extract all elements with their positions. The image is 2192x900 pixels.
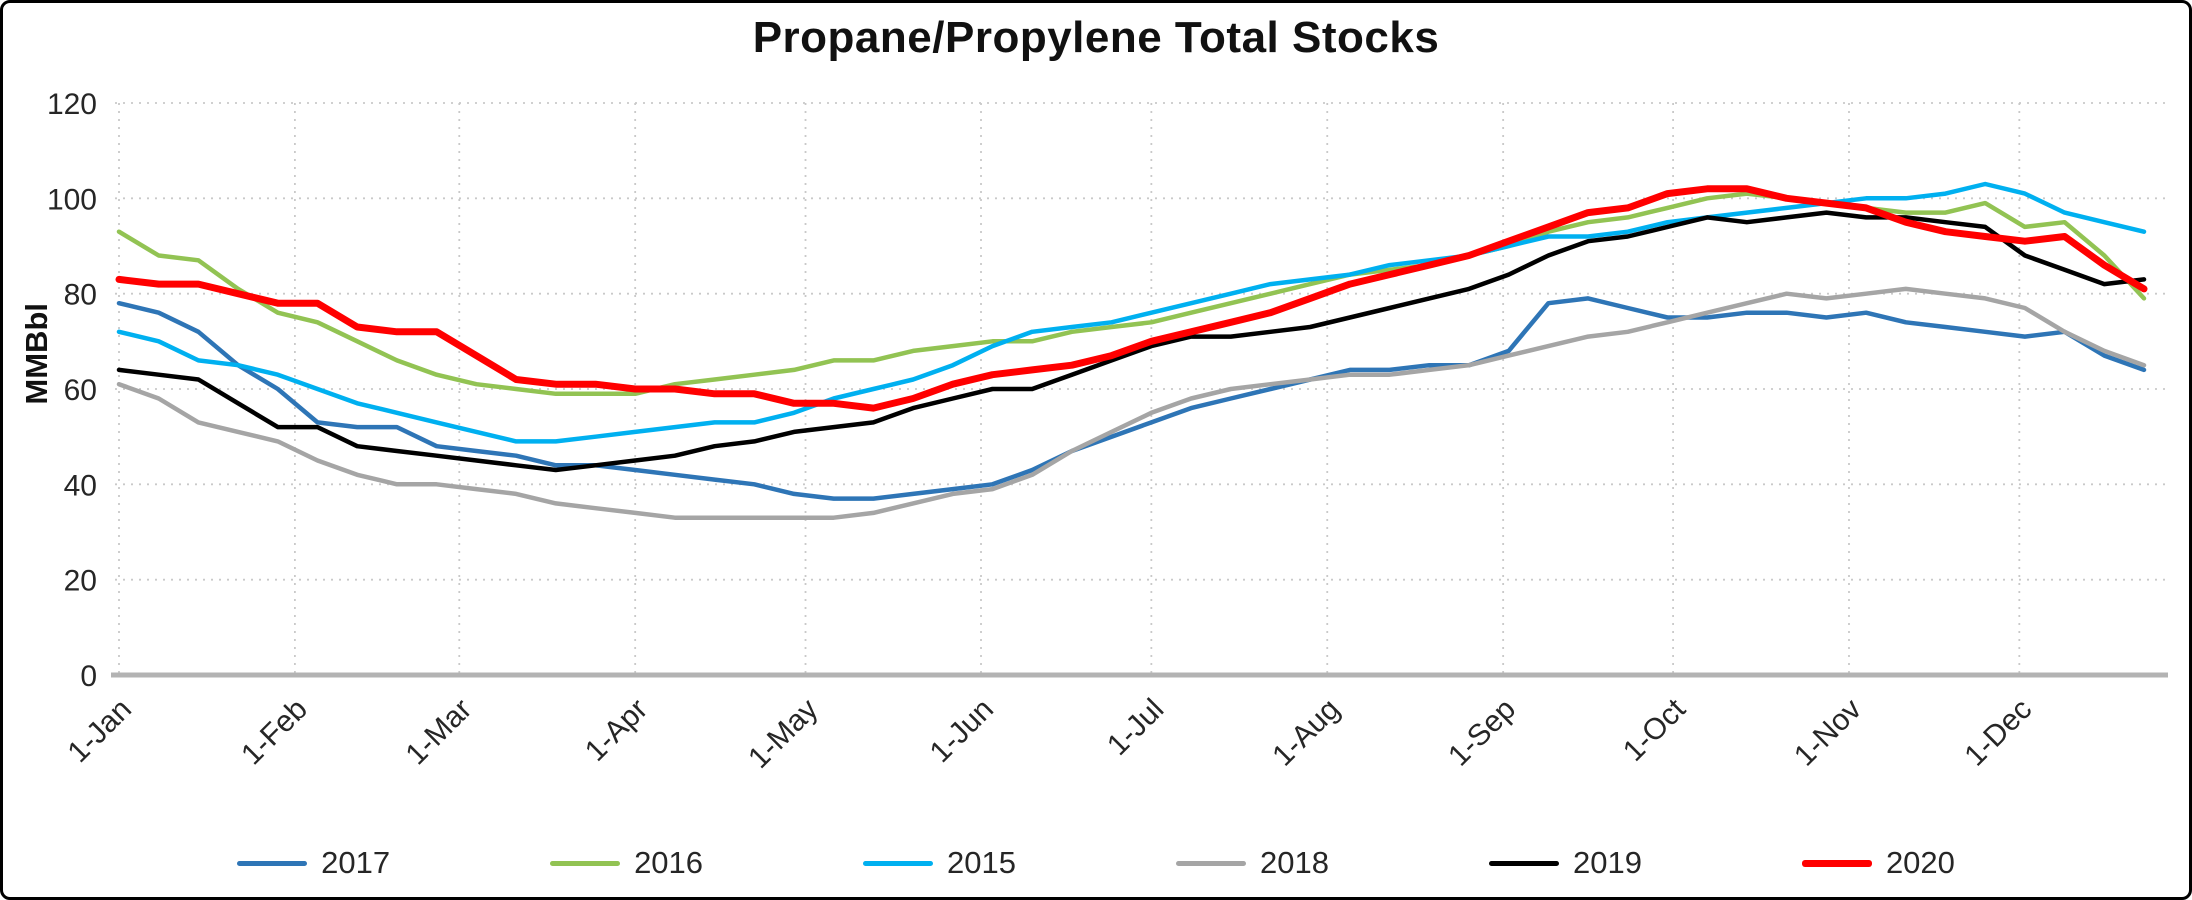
series-line-2019 bbox=[116, 210, 2147, 473]
x-axis-tick-label: 1-Sep bbox=[1442, 693, 1522, 773]
series-line-2020 bbox=[115, 185, 2148, 412]
y-axis-tick-label: 60 bbox=[64, 374, 97, 407]
legend-swatch-2016 bbox=[550, 860, 621, 866]
series-line-2018 bbox=[116, 286, 2147, 520]
y-axis-tick-label: 20 bbox=[64, 565, 97, 598]
y-axis-tick-label: 120 bbox=[47, 88, 97, 121]
x-axis-tick-label: 1-Jul bbox=[1101, 693, 1170, 762]
y-axis-tick-label: 40 bbox=[64, 469, 97, 502]
x-axis-tick-label: 1-Jan bbox=[62, 693, 138, 769]
series-line-2015 bbox=[116, 181, 2147, 444]
y-axis-tick-label: 100 bbox=[47, 183, 97, 216]
y-axis-tick-label: 80 bbox=[64, 279, 97, 312]
legend-label-2019: 2019 bbox=[1572, 845, 1642, 880]
x-axis-tick-label: 1-Mar bbox=[399, 693, 478, 772]
legend-swatch-2020 bbox=[1801, 859, 1872, 867]
legend-item-2017: 2017 bbox=[237, 845, 390, 881]
chart-legend: 2017 2016 2015 2018 2019 2020 bbox=[3, 845, 2189, 881]
x-axis-tick-label: 1-May bbox=[742, 693, 824, 775]
series-line-2017 bbox=[116, 296, 2147, 501]
legend-item-2018: 2018 bbox=[1176, 845, 1329, 881]
legend-swatch-2017 bbox=[237, 860, 308, 866]
legend-swatch-2019 bbox=[1488, 860, 1559, 866]
legend-swatch-2015 bbox=[863, 860, 934, 866]
x-axis-tick-label: 1-Apr bbox=[579, 693, 654, 768]
chart-svg: 1-Jan 1-Feb 1-Mar 1-Apr 1-May 1-Jun 1-Jul 1-Aug… bbox=[47, 88, 2168, 775]
legend-label-2017: 2017 bbox=[321, 845, 391, 880]
legend-item-2015: 2015 bbox=[863, 845, 1016, 881]
legend-label-2018: 2018 bbox=[1260, 845, 1329, 880]
x-axis-tick-label: 1-Jun bbox=[924, 693, 1000, 769]
legend-label-2016: 2016 bbox=[634, 845, 704, 880]
x-axis-tick-label: 1-Feb bbox=[235, 693, 314, 772]
x-axis-tick-label: 1-Nov bbox=[1788, 693, 1868, 773]
legend-item-2016: 2016 bbox=[550, 845, 703, 881]
legend-label-2020: 2020 bbox=[1885, 845, 1955, 880]
x-axis-tick-label: 1-Oct bbox=[1617, 692, 1693, 768]
x-axis-tick-label: 1-Aug bbox=[1266, 693, 1346, 773]
x-axis-tick-label: 1-Dec bbox=[1958, 693, 2038, 773]
y-axis-tick-label: 0 bbox=[80, 660, 97, 693]
chart-title: Propane/Propylene Total Stocks bbox=[752, 13, 1440, 62]
legend-swatch-2018 bbox=[1176, 860, 1246, 866]
legend-item-2020: 2020 bbox=[1801, 845, 1955, 881]
legend-label-2015: 2015 bbox=[947, 845, 1016, 880]
legend-item-2019: 2019 bbox=[1488, 845, 1642, 881]
